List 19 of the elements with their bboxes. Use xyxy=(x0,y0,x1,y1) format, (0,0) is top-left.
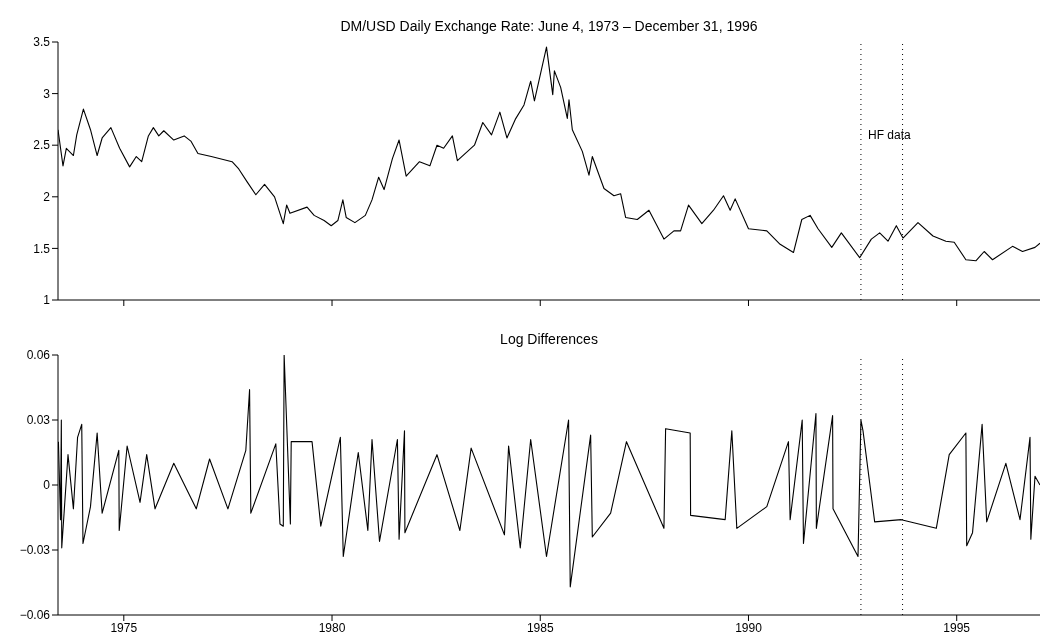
x-tick-label: 1990 xyxy=(735,620,763,635)
x-tick-label: 1985 xyxy=(526,620,554,635)
y-tick-label: 2.5 xyxy=(33,138,51,153)
x-tick-label: 1980 xyxy=(318,620,346,635)
annotation: HF data xyxy=(868,128,912,143)
y-tick-label: 1 xyxy=(43,293,51,308)
y-tick-label: 1.5 xyxy=(33,241,51,256)
y-tick-label: 0.03 xyxy=(26,413,51,428)
y-tick-label: −0.06 xyxy=(19,608,51,623)
chart-title: Log Differences xyxy=(499,331,599,347)
y-tick-label: 3.5 xyxy=(33,35,51,50)
y-tick-label: 0.06 xyxy=(26,348,51,363)
y-tick-label: −0.03 xyxy=(19,543,51,558)
y-tick-label: 3 xyxy=(43,86,51,101)
y-tick-label: 2 xyxy=(43,190,51,205)
x-tick-label: 1975 xyxy=(110,620,138,635)
chart-title: DM/USD Daily Exchange Rate: June 4, 1973 – December 31, 1996 xyxy=(339,18,759,34)
x-tick-label: 1995 xyxy=(943,620,971,635)
y-tick-label: 0 xyxy=(43,478,51,493)
